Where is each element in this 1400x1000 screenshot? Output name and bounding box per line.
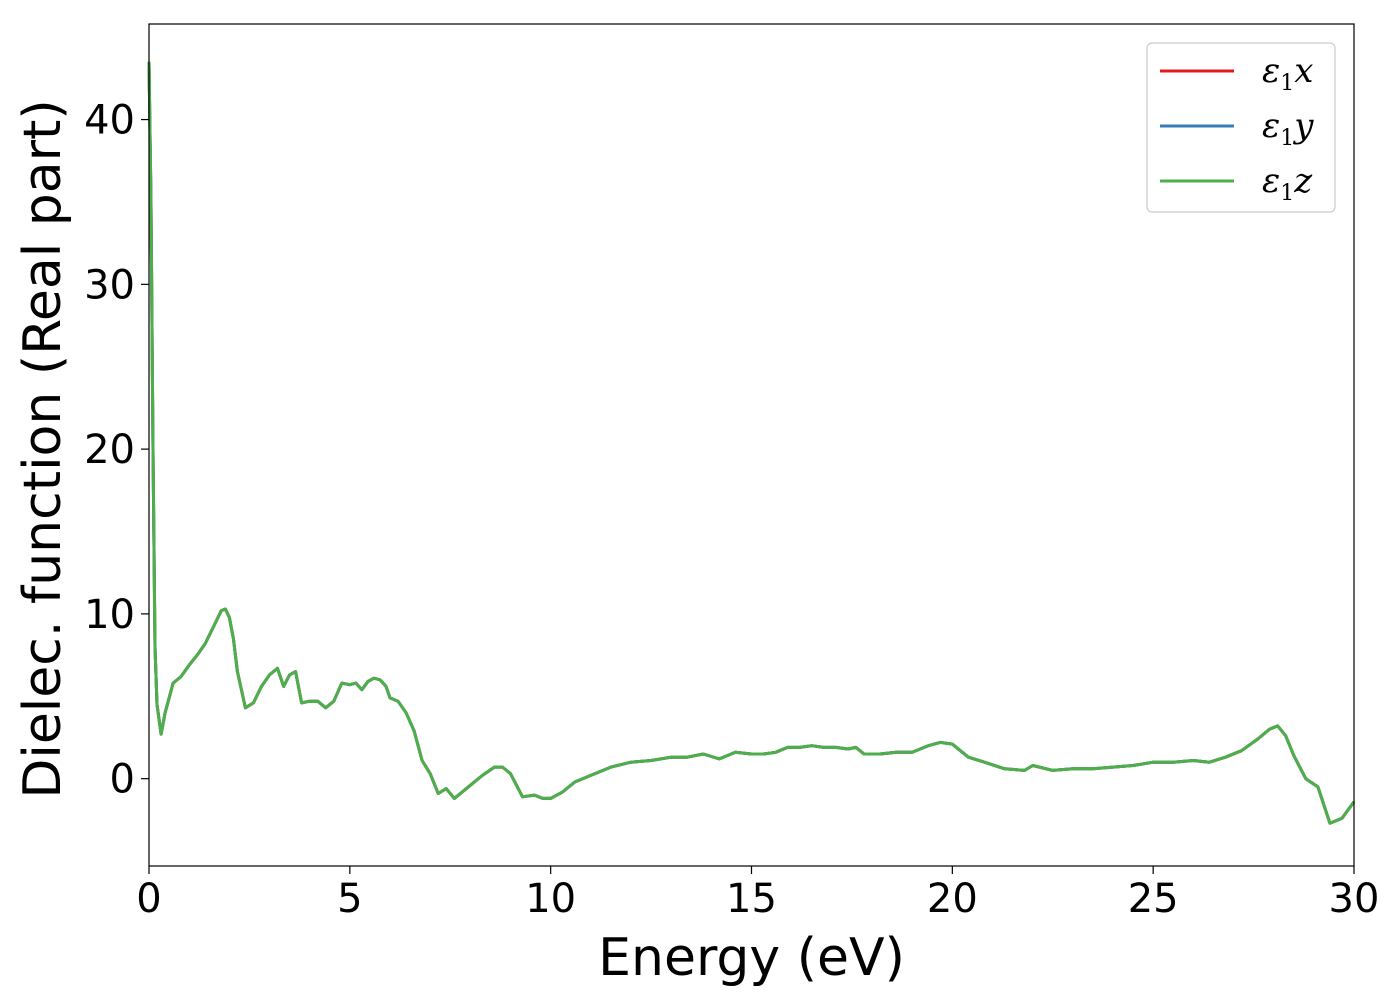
x-tick-label: 30 [1329, 876, 1380, 922]
y-tick-label: 40 [84, 98, 135, 144]
legend-label: ε1y [1262, 106, 1314, 151]
series-layer [147, 61, 1356, 825]
legend-label: ε1x [1262, 51, 1313, 96]
x-axis-ticks: 0 5 10 15 20 25 30 [136, 866, 1379, 922]
x-tick-label: 25 [1128, 876, 1179, 922]
series-line-ε1z [147, 61, 1356, 825]
y-axis-ticks: 0 10 20 30 40 [84, 98, 149, 803]
y-tick-label: 20 [84, 427, 135, 473]
x-tick-label: 20 [927, 876, 978, 922]
y-tick-label: 10 [84, 592, 135, 638]
x-tick-label: 5 [337, 876, 362, 922]
legend-label: ε1z [1262, 161, 1313, 206]
y-tick-label: 30 [84, 262, 135, 308]
legend: ε1x ε1y ε1z [1146, 42, 1336, 213]
x-tick-label: 15 [726, 876, 777, 922]
x-axis-title: Energy (eV) [598, 928, 905, 988]
y-axis-title: Dielec. function (Real part) [13, 99, 73, 798]
x-tick-label: 0 [136, 876, 161, 922]
y-tick-label: 0 [110, 757, 135, 803]
legend-box [1146, 42, 1336, 213]
x-tick-label: 10 [525, 876, 576, 922]
